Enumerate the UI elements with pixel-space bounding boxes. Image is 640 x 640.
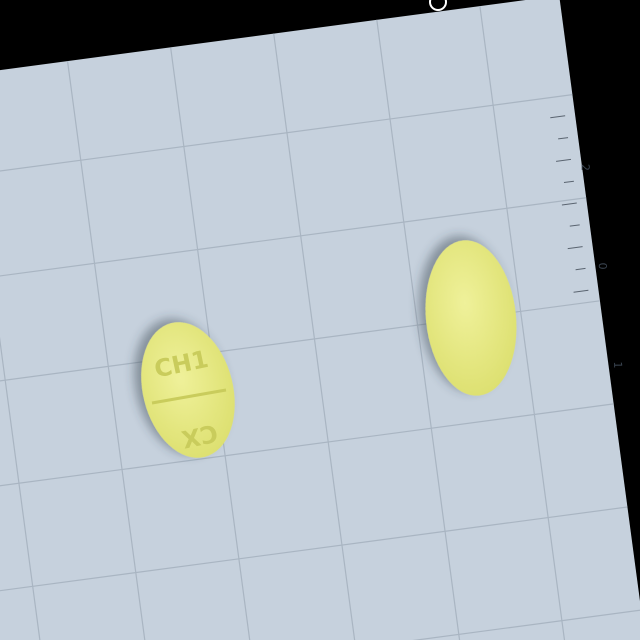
ruler-right [550, 115, 589, 293]
pill-imprinted: CH1 CX [141, 322, 235, 458]
ruler-label: 0 [596, 263, 609, 270]
logo [429, 0, 447, 11]
ruler-label: 1 [611, 361, 624, 368]
ruler-label: 2 [579, 164, 592, 171]
pill-plain [425, 240, 517, 396]
